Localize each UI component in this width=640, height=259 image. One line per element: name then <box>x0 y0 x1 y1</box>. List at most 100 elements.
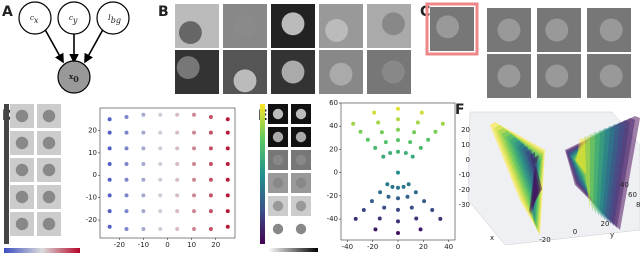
point <box>192 209 197 214</box>
point <box>141 227 146 232</box>
image-blob <box>599 64 623 88</box>
image-blob <box>272 131 284 143</box>
point <box>141 112 146 117</box>
image-blob <box>272 154 284 166</box>
point <box>396 127 400 132</box>
image-blob <box>15 217 29 231</box>
point <box>438 216 443 221</box>
f-tick-label: -20 <box>459 186 470 194</box>
f-tick-label: 40 <box>620 181 629 189</box>
point <box>396 149 400 154</box>
colorbar <box>260 104 265 244</box>
point <box>351 121 356 126</box>
point <box>175 193 180 198</box>
image-blob <box>272 177 284 189</box>
point <box>396 138 400 143</box>
point <box>192 227 197 232</box>
point <box>107 146 112 151</box>
point <box>124 114 129 119</box>
point <box>192 146 197 151</box>
point <box>396 219 400 224</box>
image-blob <box>42 163 56 177</box>
point <box>410 154 415 159</box>
panel-label: C <box>420 4 430 20</box>
node-label: cx <box>30 14 39 25</box>
x-tick-label: 10 <box>187 241 196 249</box>
x-tick-label: -40 <box>342 243 353 251</box>
point <box>208 209 213 214</box>
point <box>192 193 197 198</box>
point <box>365 137 370 142</box>
point <box>208 227 213 232</box>
f-tick-label: 60 <box>628 191 637 199</box>
point <box>373 227 378 232</box>
point <box>141 130 146 135</box>
x-tick-label: -20 <box>114 241 125 249</box>
node <box>57 1 91 35</box>
image-blob <box>272 200 284 212</box>
f-tick-label: -20 <box>539 236 550 244</box>
f-tick-label: 0 <box>466 156 470 164</box>
point <box>412 130 417 135</box>
point <box>107 224 112 229</box>
image-blob <box>281 12 305 36</box>
point <box>396 231 400 236</box>
point <box>426 137 431 142</box>
arrow <box>44 28 64 64</box>
point <box>225 146 230 151</box>
f-tick-label: -10 <box>459 171 470 179</box>
y-tick-label: -20 <box>327 192 338 200</box>
point <box>124 177 129 182</box>
image-blob <box>15 136 29 150</box>
point <box>372 110 377 115</box>
y-tick-label: 20 <box>329 145 338 153</box>
image-blob <box>436 15 460 39</box>
f-tick-label: -30 <box>459 201 470 209</box>
point <box>225 224 230 229</box>
f-tick-label: 10 <box>461 141 470 149</box>
y-tick-label: 40 <box>329 122 338 130</box>
point <box>124 146 129 151</box>
panel-label: A <box>2 4 13 20</box>
point <box>124 193 129 198</box>
point <box>225 162 230 167</box>
image-blob <box>329 62 353 86</box>
point <box>107 209 112 214</box>
y-tick-label: 60 <box>329 99 338 107</box>
surface-strip <box>529 155 542 213</box>
point <box>406 182 411 187</box>
point <box>175 130 180 135</box>
y-tick-label: -20 <box>86 216 97 224</box>
image-blob <box>497 18 521 42</box>
y-tick-label: -10 <box>86 194 97 202</box>
point <box>401 184 406 189</box>
y-tick-label: 0 <box>93 171 97 179</box>
point <box>405 194 410 199</box>
point <box>396 196 400 201</box>
image-blob <box>15 109 29 123</box>
point <box>396 185 400 190</box>
selected-frame <box>425 2 479 56</box>
point <box>141 177 146 182</box>
point <box>383 140 388 145</box>
point <box>403 151 408 156</box>
image-blob <box>295 108 307 120</box>
point <box>396 117 400 122</box>
image-blob <box>42 136 56 150</box>
image-blob <box>178 21 202 45</box>
point <box>175 209 180 214</box>
point <box>382 205 387 210</box>
image-blob <box>295 131 307 143</box>
point <box>141 209 146 214</box>
point <box>396 207 400 212</box>
point <box>373 145 378 150</box>
node-label: Ibg <box>107 14 121 25</box>
point <box>107 130 112 135</box>
point <box>158 177 163 182</box>
point <box>385 182 390 187</box>
colorbar <box>4 248 80 253</box>
point <box>192 177 197 182</box>
point <box>158 227 163 232</box>
image-blob <box>497 64 521 88</box>
